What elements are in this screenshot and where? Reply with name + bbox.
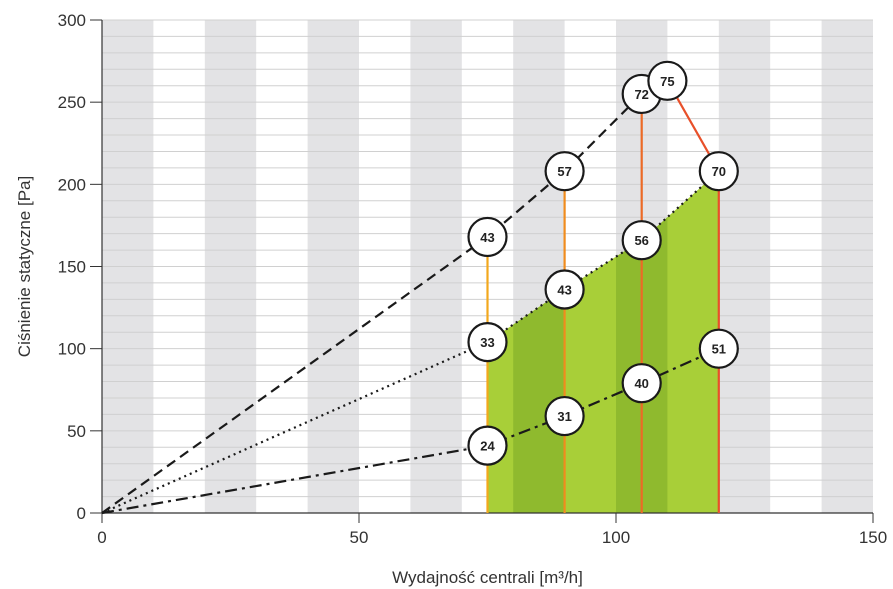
value-badge-label: 40 bbox=[634, 376, 648, 391]
y-tick-label: 200 bbox=[58, 175, 86, 194]
value-badge bbox=[467, 425, 508, 466]
x-axis-title: Wydajność centrali [m³/h] bbox=[392, 568, 583, 587]
y-tick-label: 250 bbox=[58, 93, 86, 112]
value-badge-label: 33 bbox=[480, 335, 494, 350]
value-badge-label: 43 bbox=[557, 283, 571, 298]
value-badge bbox=[647, 60, 688, 101]
value-badge bbox=[467, 216, 508, 258]
value-badge bbox=[621, 363, 662, 404]
value-badge bbox=[544, 395, 585, 437]
y-tick-label: 0 bbox=[77, 504, 86, 523]
value-badge-label: 72 bbox=[634, 87, 648, 102]
value-badge-label: 31 bbox=[557, 409, 571, 424]
value-badge bbox=[467, 321, 508, 363]
value-badge-label: 51 bbox=[712, 342, 726, 357]
x-tick-label: 50 bbox=[350, 528, 369, 547]
y-tick-label: 100 bbox=[58, 340, 86, 359]
value-badge bbox=[544, 151, 585, 192]
value-badge bbox=[698, 151, 739, 192]
value-badge bbox=[698, 328, 739, 369]
y-tick-label: 50 bbox=[67, 422, 86, 441]
system-curve-dash-dot bbox=[101, 347, 720, 515]
x-tick-label: 0 bbox=[97, 528, 106, 547]
value-badge-label: 75 bbox=[660, 74, 674, 89]
y-tick-label: 150 bbox=[58, 258, 86, 277]
value-badge-label: 43 bbox=[480, 230, 494, 245]
y-tick-label: 300 bbox=[58, 11, 86, 30]
x-tick-label: 100 bbox=[602, 528, 630, 547]
value-badge-label: 24 bbox=[480, 439, 495, 454]
x-tick-label: 150 bbox=[859, 528, 887, 547]
value-badge-label: 56 bbox=[634, 233, 648, 248]
value-badge-label: 70 bbox=[712, 164, 726, 179]
y-axis-title: Ciśnienie statyczne [Pa] bbox=[15, 176, 34, 357]
value-badge bbox=[544, 269, 585, 310]
value-badge-label: 57 bbox=[557, 164, 571, 179]
value-badge bbox=[621, 220, 662, 261]
system-curve-dashed bbox=[101, 93, 643, 514]
